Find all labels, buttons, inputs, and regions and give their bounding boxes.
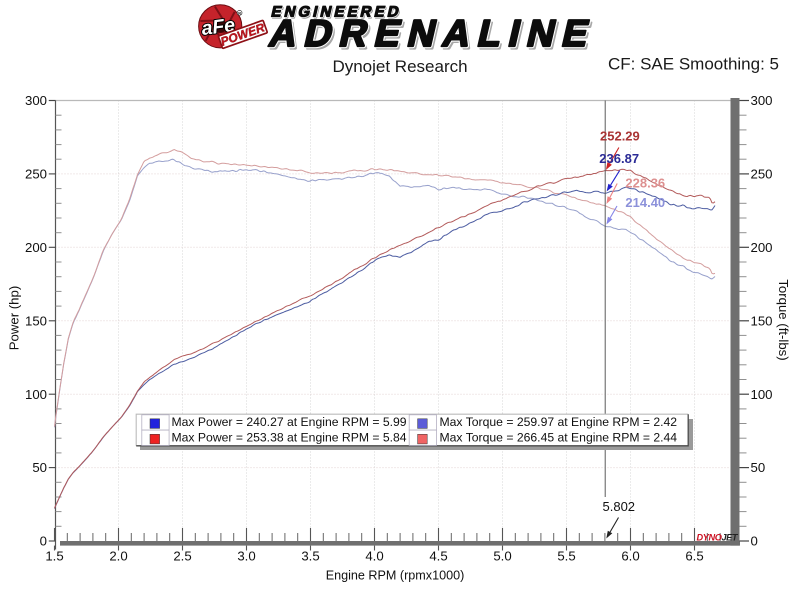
svg-text:236.87: 236.87: [599, 151, 639, 166]
svg-text:R: R: [238, 11, 241, 15]
svg-text:ENGINEERED: ENGINEERED: [270, 4, 404, 21]
svg-text:Engine RPM (rpmx1000): Engine RPM (rpmx1000): [326, 569, 465, 583]
svg-text:3.0: 3.0: [237, 549, 255, 564]
svg-text:3.5: 3.5: [301, 549, 319, 564]
svg-text:ENGINEERED: ENGINEERED: [271, 5, 405, 22]
svg-text:Power (hp): Power (hp): [7, 286, 22, 351]
svg-text:6.0: 6.0: [621, 549, 639, 564]
svg-text:200: 200: [751, 240, 773, 255]
svg-text:200: 200: [25, 240, 47, 255]
svg-text:Max Power = 253.38 at Engine R: Max Power = 253.38 at Engine RPM = 5.84: [172, 431, 407, 445]
svg-text:0: 0: [751, 534, 758, 549]
svg-text:300: 300: [25, 93, 47, 108]
svg-text:1.5: 1.5: [45, 549, 63, 564]
svg-text:0: 0: [40, 534, 47, 549]
svg-text:ADRENALINE: ADRENALINE: [265, 13, 600, 54]
svg-text:2.0: 2.0: [109, 549, 127, 564]
svg-text:ADRENALINE: ADRENALINE: [265, 13, 600, 54]
svg-text:4.0: 4.0: [365, 549, 383, 564]
svg-text:ENGINEERED: ENGINEERED: [270, 4, 404, 21]
svg-text:DYNOJET: DYNOJET: [697, 532, 739, 542]
svg-text:2.5: 2.5: [173, 549, 191, 564]
svg-text:250: 250: [751, 167, 773, 182]
svg-text:Torque (ft-lbs): Torque (ft-lbs): [776, 279, 791, 360]
svg-text:CF: SAE Smoothing: 5: CF: SAE Smoothing: 5: [608, 55, 779, 74]
svg-text:5.0: 5.0: [493, 549, 511, 564]
svg-text:100: 100: [751, 387, 773, 402]
svg-text:50: 50: [751, 460, 766, 475]
svg-text:Max Torque = 266.45 at Engine: Max Torque = 266.45 at Engine RPM = 2.44: [440, 431, 678, 445]
svg-text:250: 250: [25, 167, 47, 182]
svg-text:300: 300: [751, 93, 773, 108]
svg-text:228.36: 228.36: [625, 176, 665, 191]
svg-text:6.5: 6.5: [685, 549, 703, 564]
svg-text:5.802: 5.802: [603, 499, 636, 514]
svg-text:50: 50: [32, 460, 47, 475]
svg-text:Max Power = 240.27 at Engine R: Max Power = 240.27 at Engine RPM = 5.99: [172, 415, 407, 429]
svg-text:5.5: 5.5: [557, 549, 575, 564]
svg-text:4.5: 4.5: [429, 549, 447, 564]
svg-text:ADRENALINE: ADRENALINE: [268, 16, 603, 57]
svg-text:Dynojet Research: Dynojet Research: [332, 57, 467, 76]
svg-text:214.40: 214.40: [625, 195, 665, 210]
svg-text:100: 100: [25, 387, 47, 402]
svg-text:150: 150: [25, 313, 47, 328]
svg-text:252.29: 252.29: [600, 129, 640, 144]
svg-text:Max Torque = 259.97 at Engine: Max Torque = 259.97 at Engine RPM = 2.42: [440, 415, 678, 429]
svg-text:150: 150: [751, 313, 773, 328]
